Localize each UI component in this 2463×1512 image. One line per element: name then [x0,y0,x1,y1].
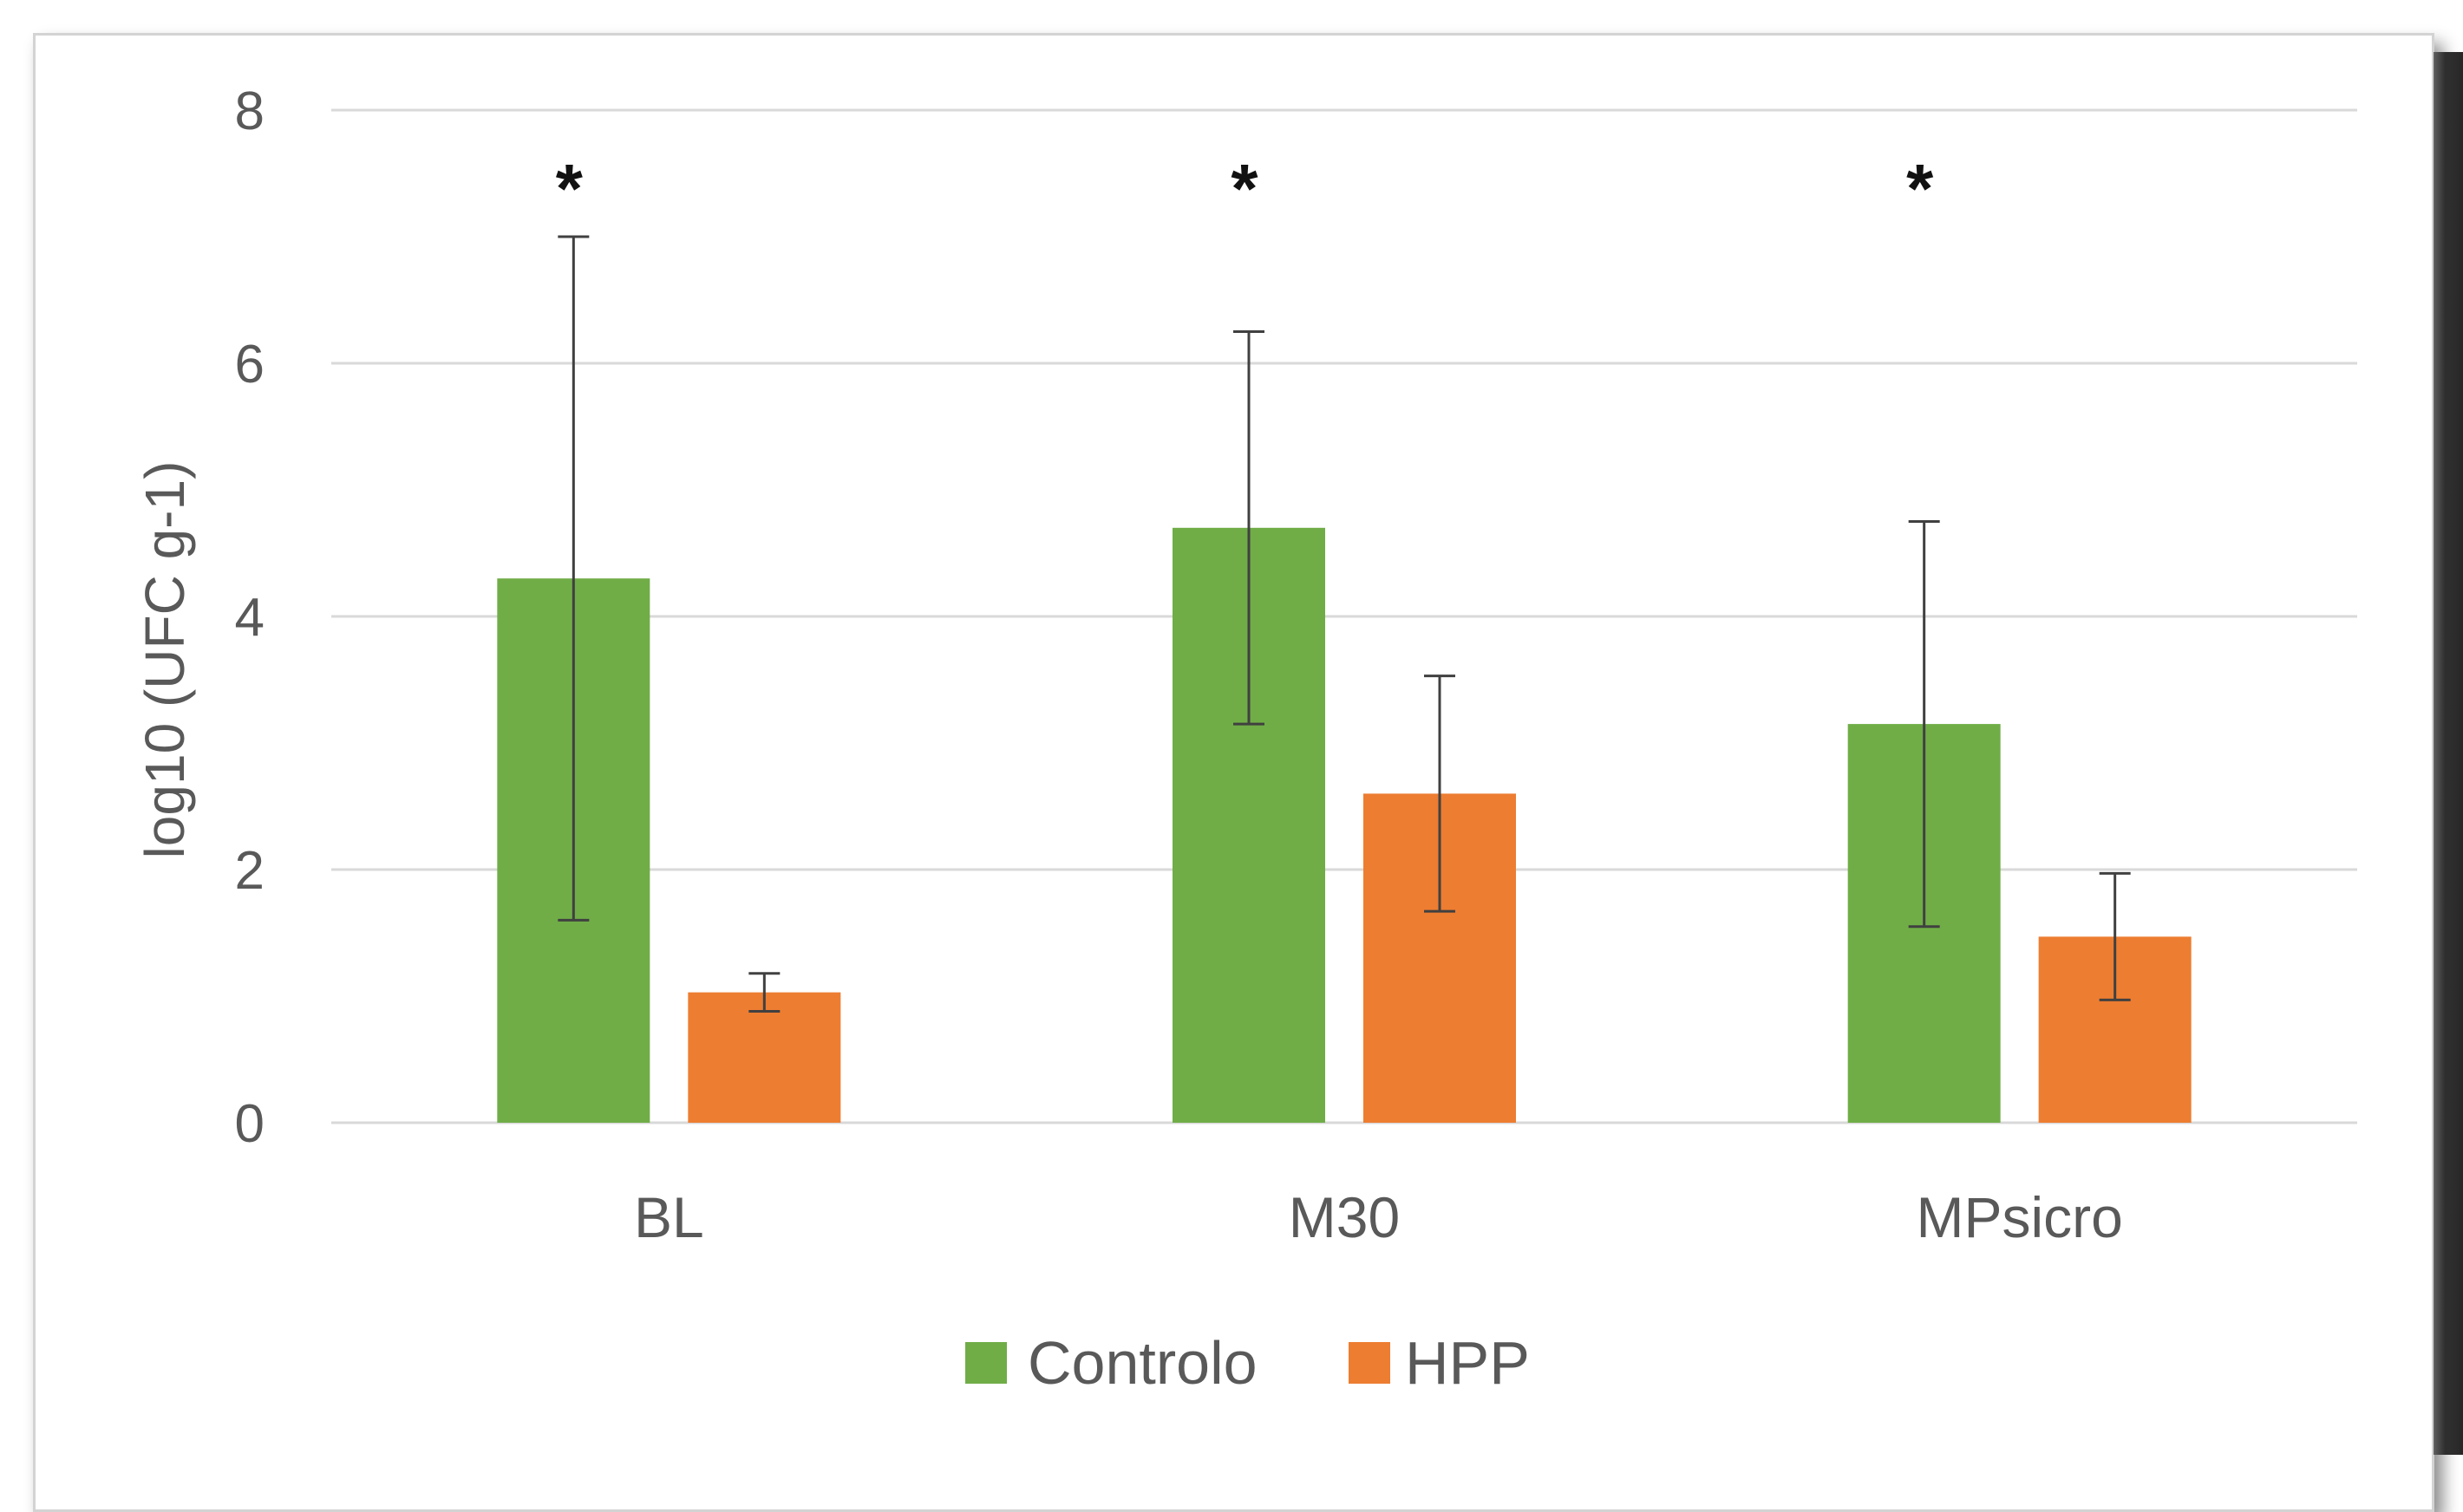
error-bar [2099,871,2131,1001]
y-tick-label: 8 [235,81,265,141]
significance-star: * [556,150,584,227]
legend: Controlo HPP [965,1329,1530,1397]
bar-hpp-bl [688,992,841,1123]
y-axis-title: log10 (UFC g-1) [134,461,196,859]
x-tick-labels: BL M30 MPsicro [634,1185,2123,1249]
error-bar [1424,675,1455,913]
error-bar [1908,520,1940,929]
significance-markers: * * * [556,150,1934,227]
y-tick-labels: 0 2 4 6 8 [235,81,265,1154]
y-tick-label: 2 [235,841,265,901]
legend-item-controlo: Controlo [965,1329,1258,1397]
x-tick-label: M30 [1289,1185,1400,1249]
error-bar [1233,330,1264,726]
legend-label: HPP [1405,1329,1530,1397]
bars [497,527,2192,1123]
bar-chart: 0 2 4 6 8 * * * BL M30 MPsicro log10 (UFC g-1) C… [134,81,2357,1397]
y-tick-label: 6 [235,335,265,394]
edge-shadow [2434,52,2463,1455]
y-tick-label: 0 [235,1094,265,1154]
error-bars [558,235,2131,1013]
gridlines [331,108,2357,1124]
x-tick-label: BL [634,1185,704,1249]
x-tick-label: MPsicro [1916,1185,2122,1249]
y-tick-label: 4 [235,588,265,648]
error-bar [558,235,590,922]
legend-swatch [965,1342,1007,1384]
legend-item-hpp: HPP [1349,1329,1530,1397]
significance-star: * [1906,150,1934,227]
error-bar [748,972,781,1013]
legend-swatch [1349,1342,1390,1384]
legend-label: Controlo [1028,1329,1258,1397]
significance-star: * [1231,150,1258,227]
